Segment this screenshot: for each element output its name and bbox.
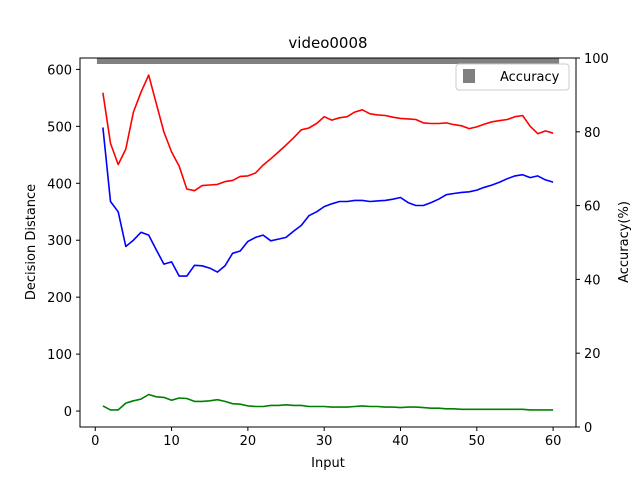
accuracy-point [150, 58, 163, 64]
accuracy-point [280, 58, 293, 64]
y-tick-label-left: 0 [64, 405, 72, 420]
accuracy-point [379, 58, 392, 64]
y-tick-label-left: 500 [47, 120, 72, 135]
legend-label-accuracy: Accuracy [500, 70, 560, 85]
accuracy-point [310, 58, 323, 64]
series-layer [96, 58, 560, 411]
accuracy-point [524, 58, 537, 64]
accuracy-point [119, 58, 132, 64]
accuracy-point [287, 58, 300, 64]
y-tick-label-left: 600 [47, 63, 72, 78]
y-tick-label-right: 80 [584, 126, 601, 141]
accuracy-point [463, 58, 476, 64]
x-tick-label: 40 [392, 434, 409, 449]
accuracy-point [531, 58, 544, 64]
accuracy-point [341, 58, 354, 64]
accuracy-point [104, 58, 117, 64]
x-tick-label: 60 [545, 434, 562, 449]
accuracy-point [333, 58, 346, 64]
y-axis-label-left: Decision Distance [24, 184, 39, 300]
accuracy-point [188, 58, 201, 64]
accuracy-point [371, 58, 384, 64]
axes-layer: 0 10 20 30 40 50 60010020030040050060002040608… [47, 52, 609, 449]
x-tick-label: 20 [240, 434, 257, 449]
accuracy-point [196, 58, 209, 64]
accuracy-point [325, 58, 338, 64]
accuracy-point [348, 58, 361, 64]
accuracy-point [295, 58, 308, 64]
y-tick-label-left: 300 [47, 234, 72, 249]
accuracy-point [402, 58, 415, 64]
accuracy-point [302, 58, 315, 64]
accuracy-point [218, 58, 231, 64]
accuracy-point [501, 58, 514, 64]
accuracy-point [432, 58, 445, 64]
accuracy-point [272, 58, 285, 64]
accuracy-point [356, 58, 369, 64]
accuracy-point [127, 58, 140, 64]
accuracy-point [234, 58, 247, 64]
accuracy-point [264, 58, 277, 64]
y-tick-label-right: 0 [584, 421, 592, 436]
accuracy-point [539, 58, 552, 64]
legend: Accuracy [455, 63, 570, 91]
chart-title: video0008 [288, 34, 367, 52]
x-tick-label: 50 [469, 434, 486, 449]
accuracy-point [455, 58, 468, 64]
accuracy-point [486, 58, 499, 64]
accuracy-point [180, 58, 193, 64]
accuracy-point [447, 58, 460, 64]
series-line-3 [102, 393, 554, 411]
accuracy-point [211, 58, 224, 64]
accuracy-point [547, 58, 560, 64]
x-tick-label: 0 [91, 434, 99, 449]
accuracy-point [173, 58, 186, 64]
y-tick-label-right: 60 [584, 200, 601, 215]
accuracy-point [516, 58, 529, 64]
accuracy-point [135, 58, 148, 64]
accuracy-point [257, 58, 270, 64]
series-line-1 [102, 74, 554, 192]
accuracy-point [226, 58, 239, 64]
accuracy-point [96, 58, 109, 64]
series-line-2 [102, 127, 554, 277]
y-tick-label-left: 200 [47, 291, 72, 306]
accuracy-point [417, 58, 430, 64]
accuracy-point [493, 58, 506, 64]
x-axis-label: Input [311, 456, 345, 471]
accuracy-point [318, 58, 331, 64]
accuracy-point [508, 58, 521, 64]
accuracy-point [142, 58, 155, 64]
y-tick-label-right: 20 [584, 347, 601, 362]
accuracy-point [425, 58, 438, 64]
y-tick-label-right: 40 [584, 273, 601, 288]
accuracy-point [249, 58, 262, 64]
accuracy-point [157, 58, 170, 64]
plot-frame [79, 57, 577, 428]
y-tick-label-right: 100 [584, 52, 609, 67]
accuracy-point [203, 58, 216, 64]
accuracy-point [394, 58, 407, 64]
x-tick-label: 10 [163, 434, 180, 449]
accuracy-point [363, 58, 376, 64]
accuracy-point [440, 58, 453, 64]
accuracy-series [96, 58, 560, 64]
accuracy-point [112, 58, 125, 64]
accuracy-point [409, 58, 422, 64]
accuracy-point [241, 58, 254, 64]
y-tick-label-left: 100 [47, 348, 72, 363]
legend-box [455, 63, 570, 91]
y-tick-label-left: 400 [47, 177, 72, 192]
accuracy-point [470, 58, 483, 64]
accuracy-point [165, 58, 178, 64]
y-axis-label-right: Accuracy(%) [617, 201, 632, 283]
accuracy-point [478, 58, 491, 64]
accuracy-point [386, 58, 399, 64]
x-tick-label: 30 [316, 434, 333, 449]
legend-marker-accuracy [463, 69, 475, 83]
